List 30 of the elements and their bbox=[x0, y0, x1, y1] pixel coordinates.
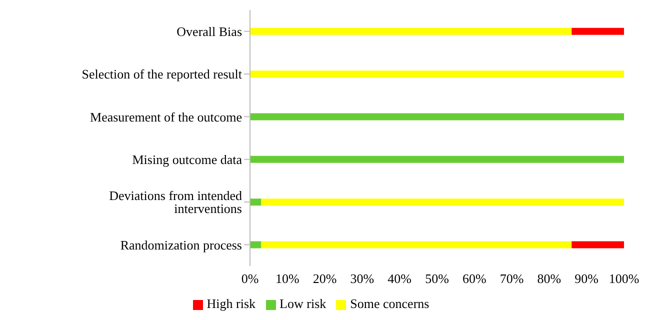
legend-label: Some concerns bbox=[350, 296, 430, 311]
x-tick-label: 10% bbox=[275, 271, 300, 286]
bar bbox=[250, 156, 624, 163]
bar bbox=[250, 113, 624, 120]
y-tick-label: Overall Bias bbox=[176, 24, 242, 39]
x-tick-label: 30% bbox=[350, 271, 374, 286]
x-tick-label: 40% bbox=[388, 271, 412, 286]
bar bbox=[250, 198, 262, 206]
x-tick-label: 20% bbox=[312, 271, 337, 286]
y-tick-label: Measurement of the outcome bbox=[90, 109, 242, 124]
x-tick-label: 60% bbox=[462, 271, 486, 286]
legend-label: Low risk bbox=[280, 296, 326, 311]
legend-label: High risk bbox=[206, 296, 256, 311]
x-tick-label: 100% bbox=[608, 271, 640, 286]
x-tick-label: 90% bbox=[574, 271, 599, 286]
bar bbox=[250, 241, 262, 248]
bar bbox=[261, 198, 624, 206]
bar bbox=[250, 28, 572, 35]
x-tick-label: 80% bbox=[537, 271, 562, 286]
bar bbox=[572, 241, 624, 248]
y-tick-label: Randomization process bbox=[120, 237, 242, 252]
bar bbox=[261, 241, 572, 248]
x-tick-label: 50% bbox=[425, 271, 450, 286]
x-tick-label: 70% bbox=[500, 271, 524, 286]
y-tick-label: Mising outcome data bbox=[132, 152, 242, 167]
bar bbox=[250, 70, 624, 78]
bar bbox=[572, 28, 624, 35]
y-tick-label: Selection of the reported result bbox=[82, 66, 242, 82]
y-tick-label: Deviations from intended interventions bbox=[109, 188, 242, 216]
x-tick-label: 0% bbox=[241, 271, 259, 286]
